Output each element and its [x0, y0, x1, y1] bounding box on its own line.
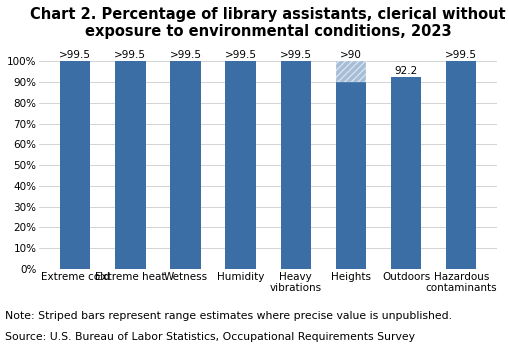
Bar [171, 61, 201, 269]
Title: Chart 2. Percentage of library assistants, clerical without
exposure to environm: Chart 2. Percentage of library assistant… [31, 7, 506, 39]
Bar [391, 78, 421, 269]
Text: 92.2: 92.2 [394, 67, 418, 77]
Text: Source: U.S. Bureau of Labor Statistics, Occupational Requirements Survey: Source: U.S. Bureau of Labor Statistics,… [5, 332, 415, 342]
Bar [225, 61, 256, 269]
Bar [446, 61, 476, 269]
Bar [336, 61, 366, 82]
Bar [336, 82, 366, 269]
Text: >99.5: >99.5 [280, 50, 312, 60]
Bar [115, 61, 146, 269]
Text: >99.5: >99.5 [445, 50, 477, 60]
Bar [280, 61, 311, 269]
Text: >99.5: >99.5 [169, 50, 202, 60]
Bar [336, 61, 366, 82]
Text: >99.5: >99.5 [224, 50, 257, 60]
Bar [60, 61, 91, 269]
Text: Note: Striped bars represent range estimates where precise value is unpublished.: Note: Striped bars represent range estim… [5, 311, 452, 321]
Text: >99.5: >99.5 [115, 50, 147, 60]
Text: >99.5: >99.5 [59, 50, 91, 60]
Text: >90: >90 [340, 50, 362, 60]
